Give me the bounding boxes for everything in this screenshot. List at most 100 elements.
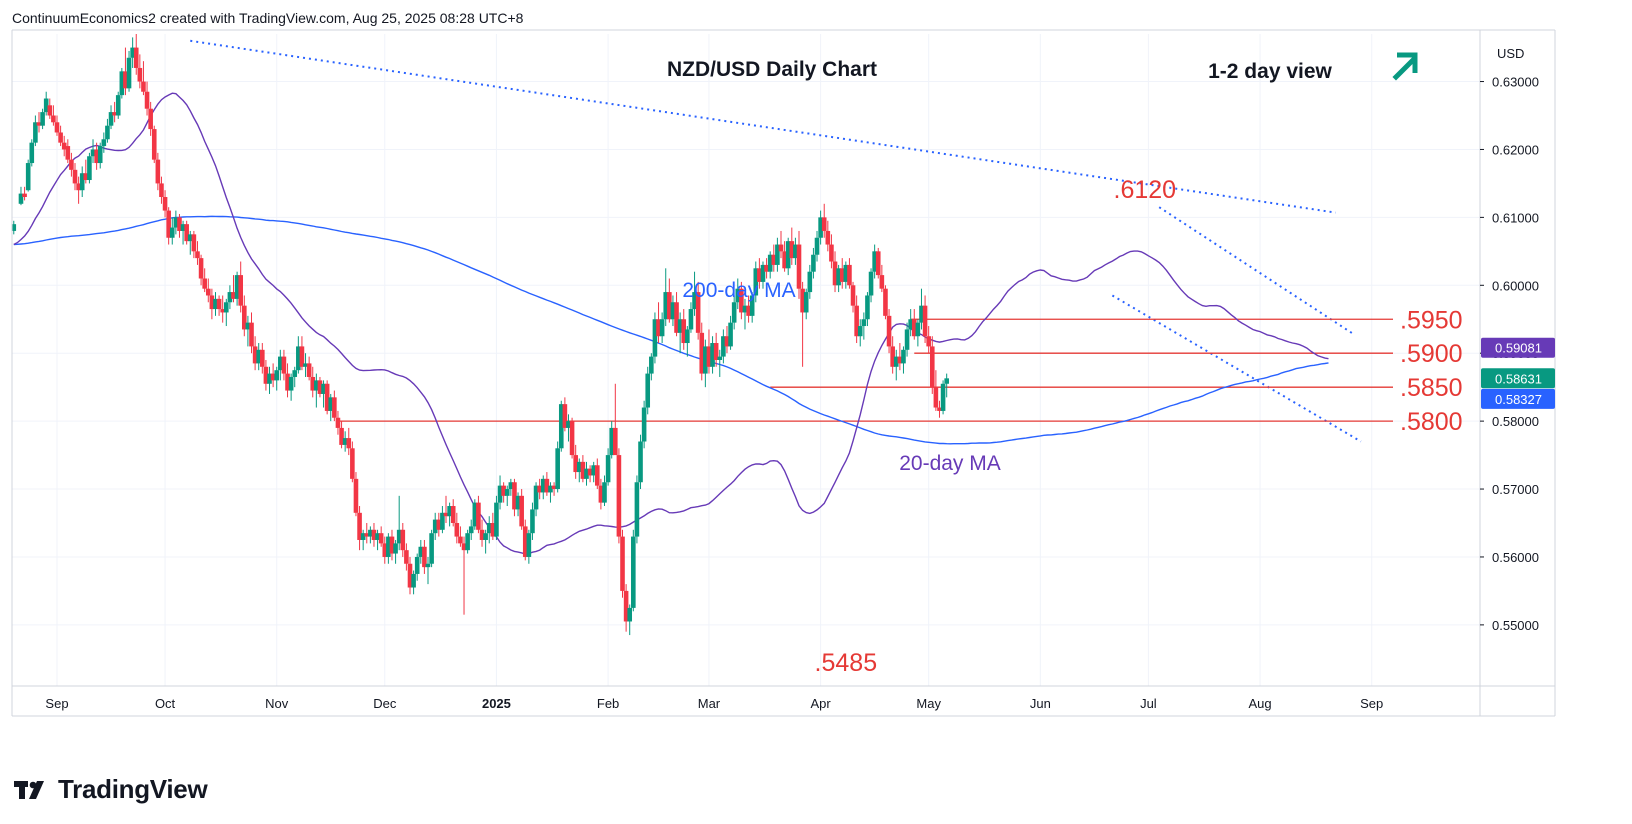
candle <box>328 393 334 422</box>
candle-body <box>789 241 795 259</box>
price-tag: 0.58327 <box>1481 388 1555 409</box>
candle-body <box>886 315 892 347</box>
candle-body <box>256 349 262 364</box>
candle-body <box>793 244 798 259</box>
candle-body <box>915 322 921 337</box>
candle-body <box>764 264 769 272</box>
candle <box>195 241 200 265</box>
candle-body <box>220 309 225 313</box>
candle-body <box>69 159 74 170</box>
candle <box>685 326 690 357</box>
candle-body <box>371 529 377 540</box>
candle-body <box>404 550 409 564</box>
candle-body <box>105 125 110 140</box>
candle-body <box>847 264 852 286</box>
candle <box>407 556 413 595</box>
candle <box>447 502 452 527</box>
candle-body <box>483 533 488 540</box>
candle-body <box>461 543 467 551</box>
candle <box>569 417 575 459</box>
candle-body <box>681 319 687 344</box>
candle-body <box>850 285 856 306</box>
candle <box>371 523 377 547</box>
candle-body <box>216 298 222 310</box>
candle <box>83 159 89 184</box>
candle-body <box>101 139 107 147</box>
candle <box>324 380 330 415</box>
candle <box>659 312 665 344</box>
candle-body <box>533 485 539 510</box>
support-resistance-levels: .5950 .5900 .5850 .5800 <box>337 306 1463 436</box>
candle-body <box>839 268 845 282</box>
candle <box>137 54 143 89</box>
candle <box>605 448 611 486</box>
candle-body <box>43 98 49 113</box>
candle <box>47 98 53 119</box>
candle <box>234 271 240 306</box>
candle-body <box>422 546 427 568</box>
candle <box>242 295 247 337</box>
candle-body <box>706 346 712 367</box>
candle-body <box>223 302 229 313</box>
tradingview-brand[interactable]: TradingView <box>14 774 208 805</box>
candle-body <box>137 67 143 82</box>
candle <box>461 536 467 615</box>
candle-body <box>418 546 424 557</box>
candle-body <box>11 224 17 231</box>
candle <box>749 292 755 323</box>
candle-body <box>609 427 615 456</box>
candle <box>771 244 777 272</box>
y-tick-label: 0.61000 <box>1492 210 1539 225</box>
candle-body <box>811 254 816 272</box>
candle <box>937 400 942 418</box>
ma200-line <box>13 215 1329 445</box>
candle <box>843 261 849 289</box>
candle-body <box>530 509 535 534</box>
candle-body <box>584 468 589 479</box>
candle-body <box>187 234 193 242</box>
candle-body <box>213 298 218 310</box>
candle <box>616 448 622 544</box>
candle <box>119 67 125 99</box>
candle-body <box>893 356 899 367</box>
candle <box>368 526 373 544</box>
candle-body <box>515 495 521 510</box>
candle <box>389 529 395 561</box>
candle <box>893 349 899 381</box>
candle <box>580 455 586 483</box>
candle <box>458 526 463 547</box>
candle-body <box>360 533 366 540</box>
candle <box>11 220 17 235</box>
candle-body <box>721 336 726 357</box>
candle <box>652 312 658 364</box>
candle-body <box>897 356 903 364</box>
candle-body <box>303 363 308 367</box>
candle-body <box>670 302 676 320</box>
candle-body <box>130 47 135 58</box>
x-tick-label: Oct <box>155 696 176 711</box>
candle <box>890 336 895 374</box>
candle-body <box>591 465 596 476</box>
candle <box>667 278 672 323</box>
candle-body <box>620 536 625 591</box>
candle-body <box>364 533 370 537</box>
ma200-path <box>13 215 1329 445</box>
candle-body <box>274 370 280 381</box>
candle-body <box>512 482 517 510</box>
candle-body <box>868 271 874 296</box>
candle <box>342 431 348 452</box>
candle <box>418 539 424 564</box>
candle-body <box>339 427 344 445</box>
candle <box>151 125 157 164</box>
x-tick-label: Jun <box>1030 696 1051 711</box>
candle-body <box>890 346 895 367</box>
candle-body <box>198 258 204 279</box>
candle <box>940 380 946 415</box>
candle <box>321 380 326 408</box>
candle-body <box>234 275 240 299</box>
candle-body <box>749 295 755 316</box>
candle <box>519 489 524 530</box>
candle-body <box>645 373 651 408</box>
level-label: .5950 <box>1400 306 1463 334</box>
